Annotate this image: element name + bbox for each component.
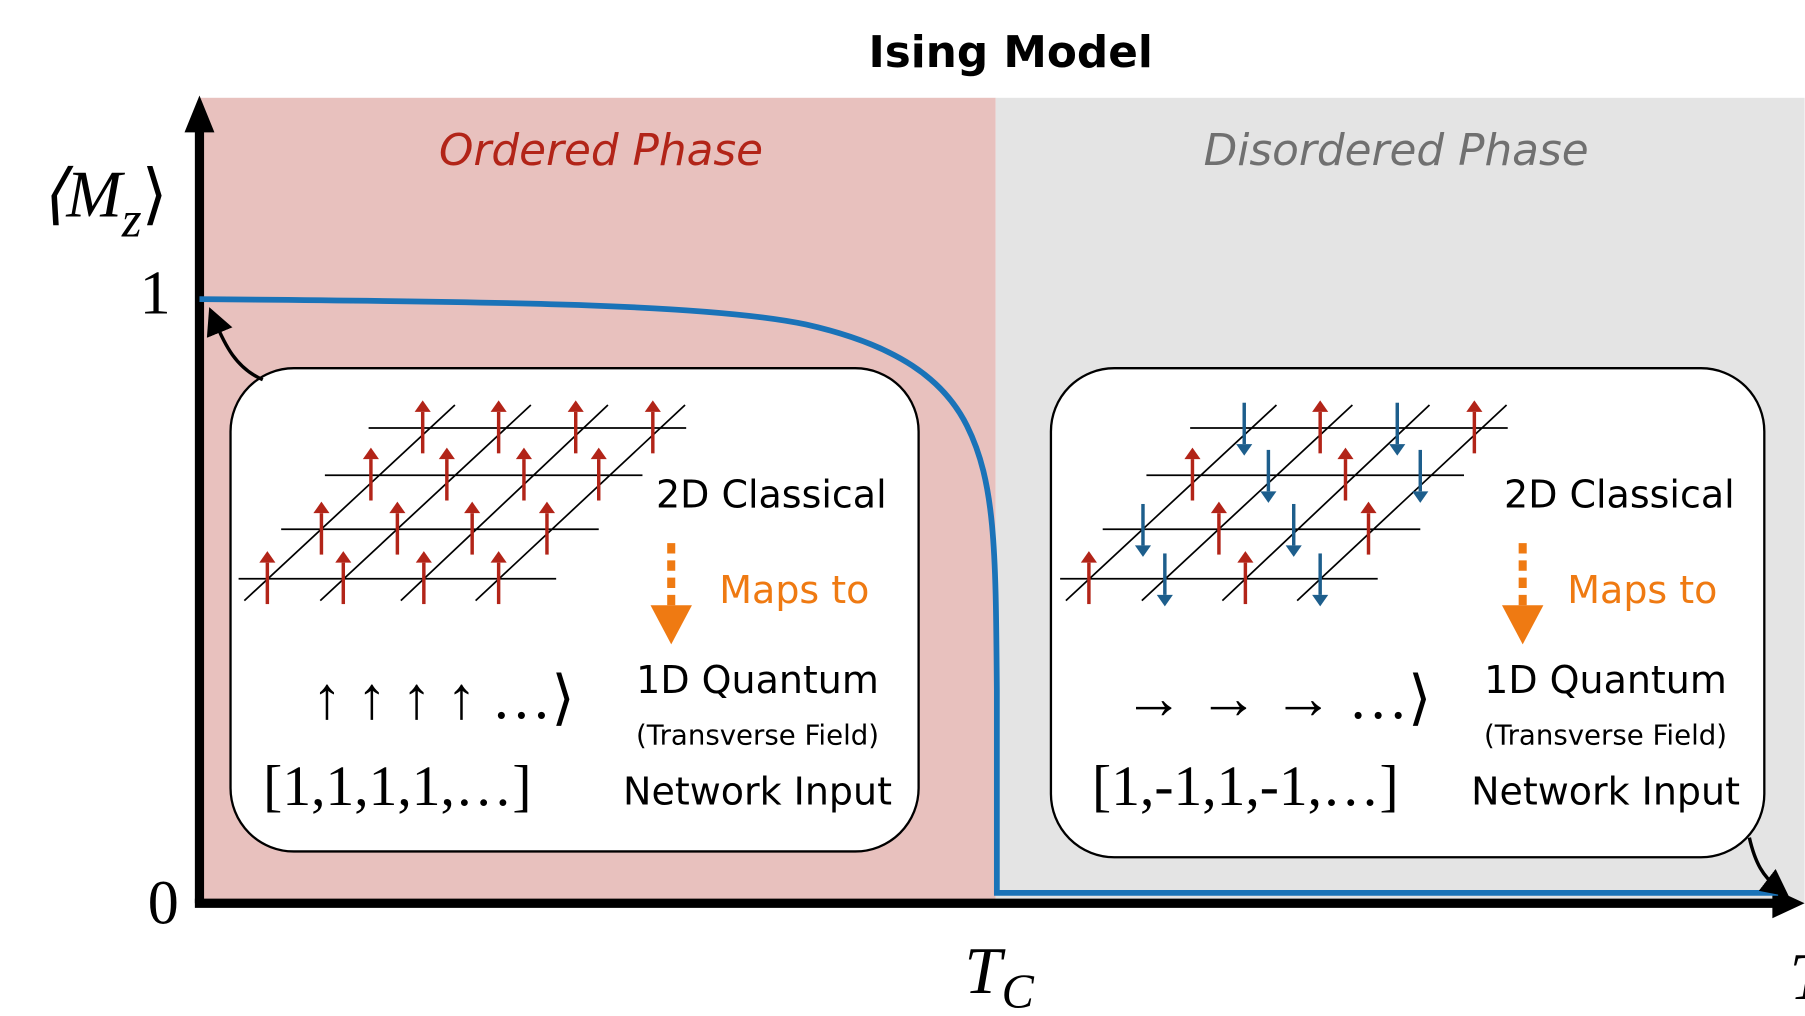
ket: → → → …⟩ — [1124, 665, 1432, 731]
quantum-label: 1D Quantum — [636, 658, 879, 702]
phase-label: Disordered Phase — [1204, 125, 1589, 176]
diagram: Ising Model Ordered Phase Disordered Pha… — [0, 0, 1805, 1016]
input-vector: [1,-1,1,-1,…] — [1092, 755, 1399, 818]
label-part: T — [964, 935, 1006, 1008]
label-part: ⟩ — [142, 159, 168, 232]
input-label: Network Input — [1471, 769, 1740, 813]
input-label: Network Input — [623, 769, 892, 813]
y-axis-label: ⟨Mz⟩ — [40, 159, 167, 247]
quantum-label: 1D Quantum — [1484, 658, 1727, 702]
title: Ising Model — [868, 27, 1152, 78]
x-tick-label: TC — [964, 935, 1034, 1016]
input-vector: [1,1,1,1,…] — [263, 755, 531, 818]
y-tick-label: 0 — [148, 869, 179, 937]
maps-label: Maps to — [1567, 568, 1717, 612]
label-sub: C — [1002, 966, 1035, 1016]
y-tick-label: 1 — [140, 259, 171, 327]
ket: ↑ ↑ ↑ ↑ …⟩ — [312, 665, 575, 731]
x-axis-label: T — [1790, 941, 1805, 1014]
field-label: (Transverse Field) — [1484, 718, 1727, 751]
classical-label: 2D Classical — [656, 473, 887, 517]
classical-label: 2D Classical — [1504, 473, 1735, 517]
phase-label: Ordered Phase — [439, 125, 763, 176]
maps-label: Maps to — [719, 568, 869, 612]
field-label: (Transverse Field) — [636, 718, 879, 751]
label-part: ⟨M — [40, 159, 125, 232]
label-sub: z — [121, 191, 142, 247]
